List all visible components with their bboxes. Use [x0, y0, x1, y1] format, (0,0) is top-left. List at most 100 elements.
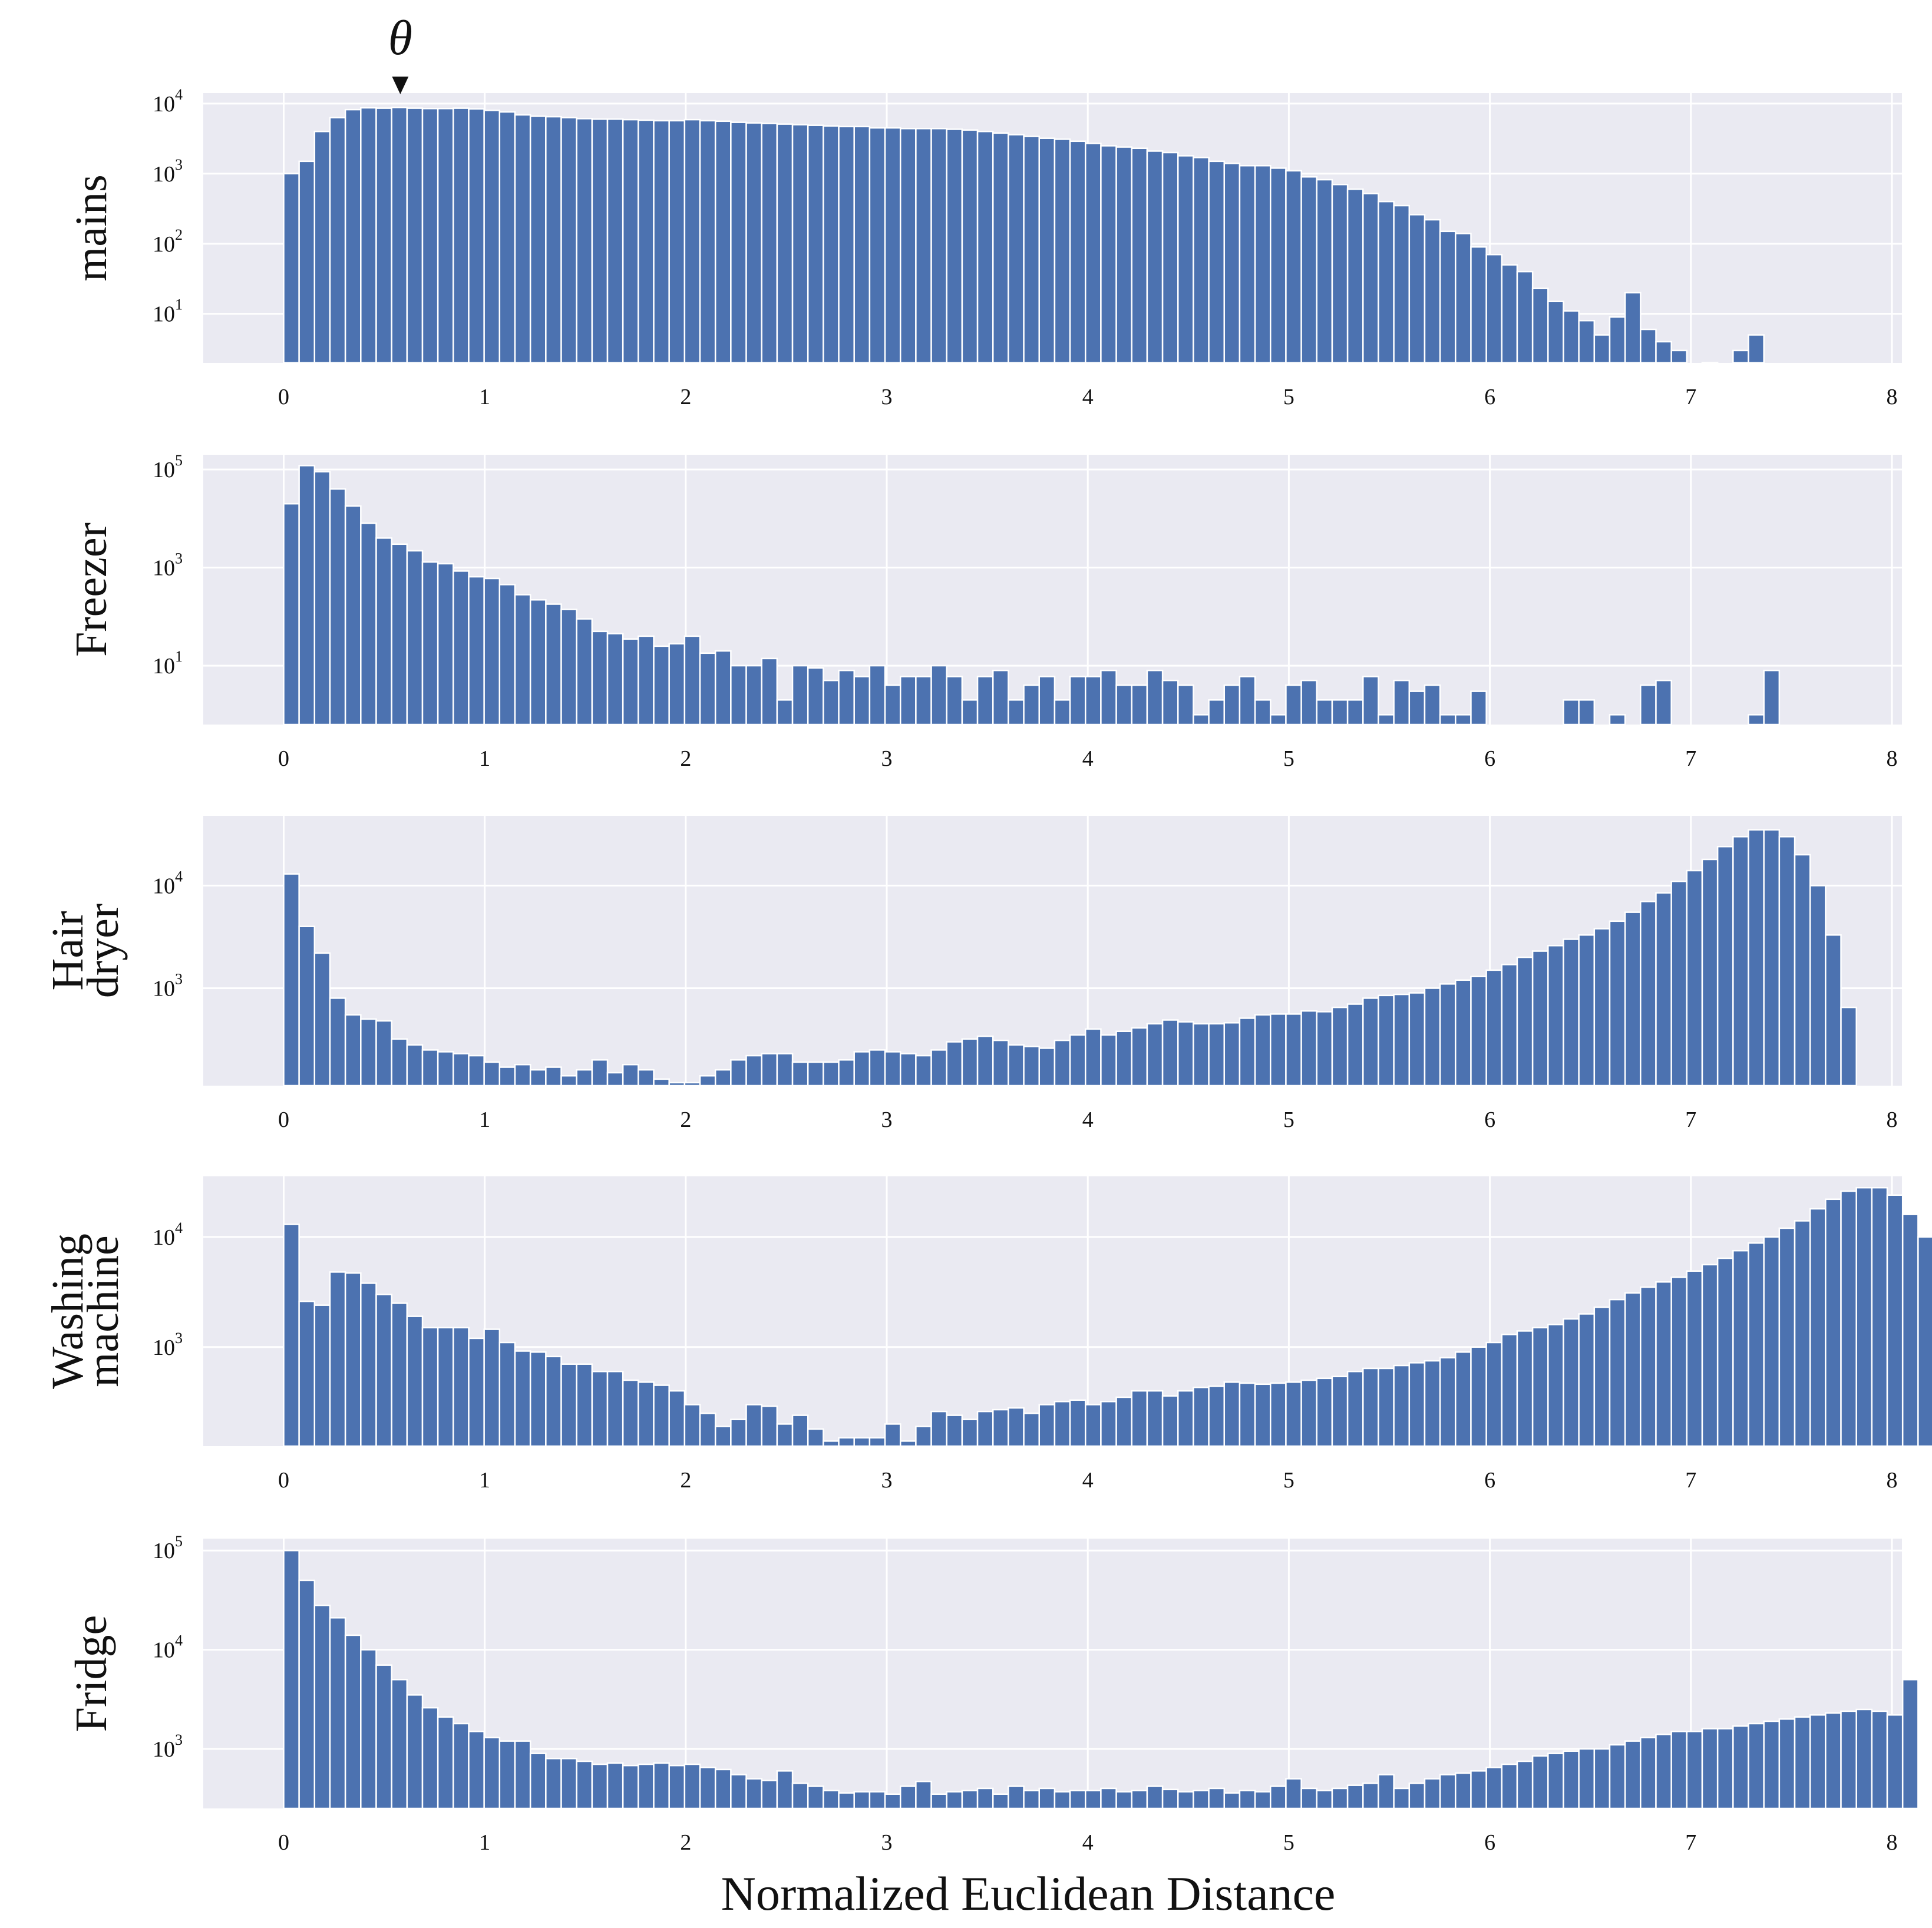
bar	[1316, 178, 1333, 364]
bar	[1193, 714, 1210, 726]
bar	[576, 1069, 593, 1087]
bar	[915, 1780, 932, 1810]
bar	[961, 129, 979, 364]
bar	[1161, 679, 1179, 726]
bar	[1470, 690, 1487, 726]
x-tick-label: 4	[1082, 1468, 1094, 1493]
bar	[1115, 146, 1133, 364]
bar	[1547, 1324, 1564, 1447]
y-tick-label: 104	[153, 1632, 183, 1663]
bar	[360, 1282, 377, 1447]
bar	[1408, 690, 1426, 726]
bar	[1455, 233, 1472, 364]
bar	[391, 543, 408, 726]
bar	[406, 107, 424, 364]
bar	[1501, 964, 1518, 1087]
theta-marker-arrow	[392, 77, 409, 94]
bar	[1609, 920, 1626, 1087]
y-tick-label: 105	[153, 1533, 183, 1563]
bar	[1408, 1362, 1426, 1447]
bar	[483, 1328, 501, 1447]
bar	[791, 1414, 809, 1447]
bar	[638, 635, 655, 726]
bar	[1547, 1752, 1564, 1810]
bar	[1378, 994, 1395, 1087]
bar	[1239, 1790, 1256, 1810]
x-tick-label: 1	[479, 746, 490, 771]
bar	[1455, 1772, 1472, 1810]
bar	[1300, 1787, 1318, 1810]
bar	[1578, 320, 1596, 364]
bar	[1763, 829, 1781, 1087]
bar	[514, 1740, 531, 1810]
bar	[1748, 714, 1765, 726]
bar	[946, 1041, 963, 1087]
x-tick-label: 8	[1886, 1107, 1897, 1132]
bar	[1193, 157, 1210, 364]
bar	[1609, 1744, 1626, 1810]
bar	[453, 1722, 470, 1810]
bar	[823, 1790, 840, 1810]
bar	[1008, 1785, 1025, 1810]
bar	[283, 173, 300, 364]
bar	[329, 488, 346, 726]
bar	[1609, 1298, 1626, 1447]
bar	[421, 561, 439, 726]
bar	[730, 121, 747, 364]
bar	[591, 630, 609, 726]
y-tick-label: 105	[153, 452, 183, 482]
bar	[976, 1787, 994, 1810]
bar	[453, 1327, 470, 1447]
bar	[853, 1437, 871, 1447]
bar	[498, 584, 516, 726]
bar	[591, 1059, 609, 1087]
x-tick-label: 2	[680, 746, 691, 771]
x-tick-label: 6	[1484, 1830, 1495, 1855]
bar	[313, 1304, 331, 1447]
y-tick-label: 101	[153, 648, 183, 679]
bar	[1424, 219, 1441, 364]
bar	[344, 1014, 362, 1087]
bar	[761, 1780, 778, 1810]
bar	[406, 550, 424, 726]
bar	[915, 1054, 932, 1087]
bar	[1223, 1792, 1241, 1810]
bar	[1578, 1748, 1596, 1810]
bar	[776, 1423, 794, 1447]
bar	[329, 117, 346, 364]
bar	[653, 1762, 670, 1810]
bar	[1701, 1264, 1719, 1447]
bar	[823, 1061, 840, 1087]
bar	[375, 1294, 392, 1447]
x-tick-label: 3	[881, 1830, 893, 1855]
bar	[838, 669, 855, 726]
x-tick-label: 1	[479, 385, 490, 409]
bar	[976, 676, 994, 726]
bar	[1053, 1401, 1071, 1447]
bar	[992, 669, 1009, 726]
bar	[653, 645, 670, 726]
bar	[1223, 684, 1241, 726]
bar	[514, 1350, 531, 1447]
bar	[1424, 1778, 1441, 1810]
x-tick-label: 8	[1886, 1468, 1897, 1493]
y-axis-label: Hair	[43, 911, 93, 990]
x-tick-label: 0	[278, 1107, 289, 1132]
bar	[761, 123, 778, 364]
bar	[1578, 934, 1596, 1087]
bar	[1023, 135, 1040, 364]
x-tick-label: 0	[278, 385, 289, 409]
bar	[298, 1300, 316, 1447]
bar	[1115, 684, 1133, 726]
bar	[360, 1018, 377, 1087]
bar	[868, 127, 886, 364]
bar	[1069, 1790, 1086, 1810]
bar	[1593, 334, 1611, 364]
bar	[283, 1223, 300, 1447]
bar	[606, 633, 624, 726]
bar	[1655, 1281, 1672, 1447]
bar	[930, 1793, 947, 1810]
x-tick-label: 4	[1082, 746, 1094, 771]
bar	[1563, 310, 1580, 364]
bar	[1285, 1013, 1302, 1087]
